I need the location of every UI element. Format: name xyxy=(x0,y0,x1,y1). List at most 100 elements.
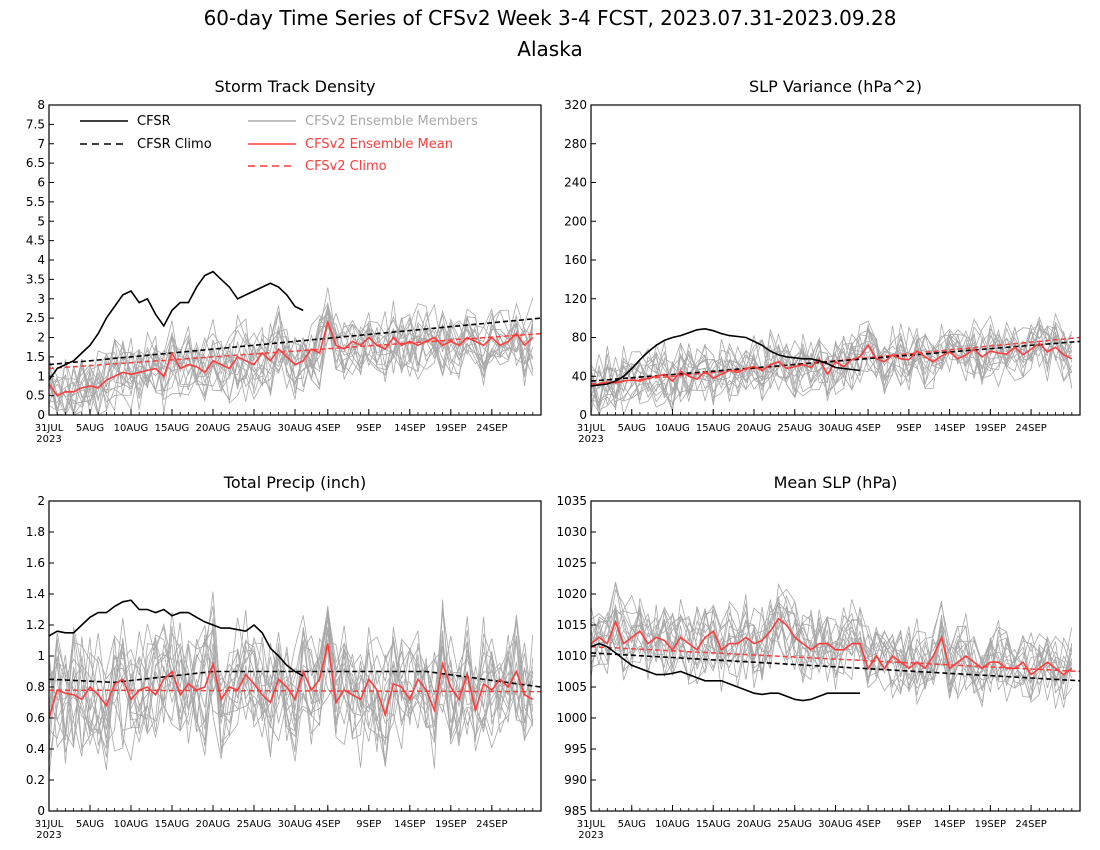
x-tick-label: 14SEP xyxy=(934,819,965,830)
x-tick-label: 5AUG xyxy=(618,423,646,434)
x-year-label: 2023 xyxy=(36,830,61,841)
y-tick-label: 5 xyxy=(37,214,45,228)
panels: Storm Track Density 0 0.5 1 1.5 2 2.5 3 3.5 4 4.5 5… xyxy=(26,77,1081,841)
x-tick-label: 14SEP xyxy=(394,423,425,434)
y-tick-label: 985 xyxy=(564,804,587,818)
x-tick-label: 15AUG xyxy=(155,423,190,434)
y-tick-label: 160 xyxy=(564,253,587,267)
y-tick-label: 1.4 xyxy=(26,587,45,601)
ensemble-members xyxy=(591,581,1073,709)
x-tick-label: 10AUG xyxy=(114,423,149,434)
ensemble-members xyxy=(49,591,534,777)
y-tick-label: 0.5 xyxy=(26,389,45,403)
member-line xyxy=(49,610,534,745)
member-line xyxy=(591,323,1073,401)
member-line xyxy=(49,608,534,764)
y-tick-label: 2 xyxy=(37,331,45,345)
y-tick-label: 1015 xyxy=(556,618,587,632)
y-tick-label: 40 xyxy=(572,369,587,383)
x-tick-label: 19SEP xyxy=(435,423,466,434)
x-tick-label: 25AUG xyxy=(237,423,272,434)
x-tick-label: 30AUG xyxy=(818,423,853,434)
x-tick-label: 4SEP xyxy=(315,819,340,830)
member-line xyxy=(49,297,534,415)
x-tick-label: 20AUG xyxy=(196,819,231,830)
panel-title: SLP Variance (hPa^2) xyxy=(749,77,922,96)
member-line xyxy=(591,583,1073,700)
x-tick-label: 24SEP xyxy=(476,423,507,434)
x-tick-label: 25AUG xyxy=(777,423,812,434)
member-line xyxy=(591,606,1073,694)
y-tick-label: 200 xyxy=(564,214,587,228)
y-tick-label: 1030 xyxy=(556,525,587,539)
member-line xyxy=(49,634,534,763)
x-tick-label: 10AUG xyxy=(655,423,690,434)
x-tick-label: 31JUL xyxy=(35,819,64,830)
y-tick-label: 2.5 xyxy=(26,311,45,325)
ensemble-mean-line xyxy=(591,342,1073,387)
member-line xyxy=(49,607,534,770)
x-tick-label: 19SEP xyxy=(435,819,466,830)
y-tick-label: 7.5 xyxy=(26,117,45,131)
y-tick-label: 1005 xyxy=(556,680,587,694)
x-tick-label: 15AUG xyxy=(696,819,731,830)
x-tick-label: 9SEP xyxy=(896,423,921,434)
plot-area xyxy=(591,581,1080,709)
y-tick-label: 120 xyxy=(564,292,587,306)
y-tick-label: 1 xyxy=(37,649,45,663)
y-tick-label: 5.5 xyxy=(26,195,45,209)
plot-area xyxy=(49,591,541,777)
y-tick-label: 1010 xyxy=(556,649,587,663)
member-line xyxy=(49,619,534,755)
x-tick-label: 10AUG xyxy=(655,819,690,830)
legend-label: CFSv2 Ensemble Members xyxy=(305,114,478,129)
y-tick-label: 1.6 xyxy=(26,556,45,570)
ensemble-mean-line xyxy=(49,319,534,397)
member-line xyxy=(49,317,534,415)
panel-3: Total Precip (inch) 0 0.2 0.4 0.6 0.8 1 1.2 1.4 1… xyxy=(26,473,542,841)
cfsr-line xyxy=(49,270,304,381)
member-line xyxy=(591,323,1073,415)
x-tick-label: 9SEP xyxy=(896,819,921,830)
member-line xyxy=(49,309,534,411)
y-tick-label: 240 xyxy=(564,176,587,190)
member-line xyxy=(591,329,1073,410)
y-tick-label: 0 xyxy=(579,408,587,422)
y-tick-label: 990 xyxy=(564,773,587,787)
x-tick-label: 19SEP xyxy=(975,819,1006,830)
x-tick-label: 24SEP xyxy=(1015,423,1046,434)
y-tick-label: 0.6 xyxy=(26,711,45,725)
cfsv2-climo-line xyxy=(49,332,541,370)
x-tick-label: 19SEP xyxy=(975,423,1006,434)
panel-2: SLP Variance (hPa^2) 0 40 80 120 160 200 240 280… xyxy=(564,77,1081,445)
x-tick-label: 15AUG xyxy=(696,423,731,434)
x-tick-label: 24SEP xyxy=(1015,819,1046,830)
y-tick-label: 1025 xyxy=(556,556,587,570)
x-year-label: 2023 xyxy=(578,434,603,445)
y-tick-label: 3 xyxy=(37,292,45,306)
x-tick-label: 31JUL xyxy=(577,819,606,830)
panel-title: Storm Track Density xyxy=(215,77,376,96)
y-tick-label: 4.5 xyxy=(26,234,45,248)
cfsr-line xyxy=(591,327,861,387)
x-tick-label: 9SEP xyxy=(356,423,381,434)
y-tick-label: 1000 xyxy=(556,711,587,725)
panel-1: Storm Track Density 0 0.5 1 1.5 2 2.5 3 3.5 4 4.5 5… xyxy=(26,77,542,445)
plot-area xyxy=(49,270,541,415)
y-tick-label: 2 xyxy=(37,494,45,508)
x-tick-label: 5AUG xyxy=(618,819,646,830)
figure-subtitle: Alaska xyxy=(517,37,582,61)
cfsr-line xyxy=(49,599,304,677)
x-tick-label: 25AUG xyxy=(237,819,272,830)
y-tick-label: 1.5 xyxy=(26,350,45,364)
x-tick-label: 20AUG xyxy=(737,819,772,830)
legend-label: CFSR Climo xyxy=(137,137,212,152)
y-tick-label: 80 xyxy=(572,331,587,345)
y-tick-label: 1035 xyxy=(556,494,587,508)
y-tick-label: 320 xyxy=(564,98,587,112)
x-tick-label: 15AUG xyxy=(155,819,190,830)
y-tick-label: 1.2 xyxy=(26,618,45,632)
x-year-label: 2023 xyxy=(578,830,603,841)
ensemble-members xyxy=(591,312,1073,415)
x-tick-label: 4SEP xyxy=(856,819,881,830)
